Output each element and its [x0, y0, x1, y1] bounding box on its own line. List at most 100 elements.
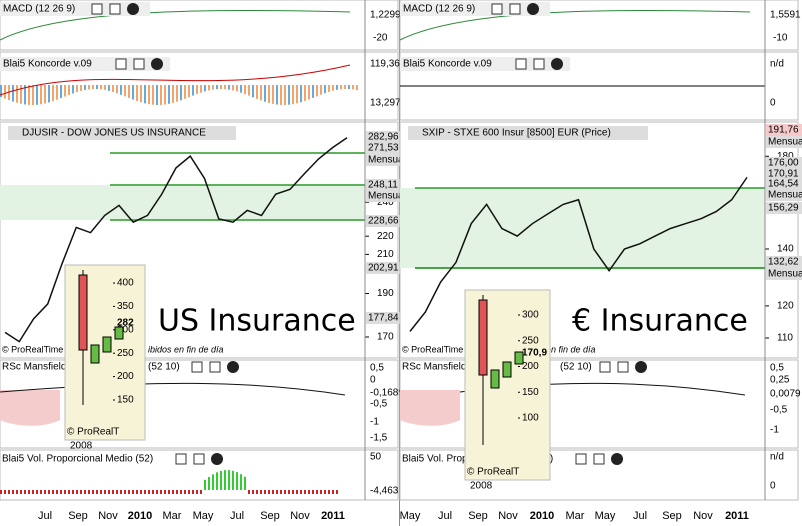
wrench-icon[interactable]: [191, 361, 203, 373]
wrench-icon[interactable]: [175, 453, 187, 465]
x-tick-label: 2010: [530, 510, 554, 522]
koncorde-bar: [136, 85, 138, 101]
candle: [78, 274, 88, 351]
x-tick-label: Jul: [633, 510, 647, 522]
volume-bar: [36, 490, 38, 494]
koncorde-bar: [108, 85, 110, 91]
axis-tick: 50: [370, 452, 382, 463]
koncorde-bar: [236, 85, 238, 92]
koncorde-bar: [152, 85, 154, 105]
x-tick-label: Nov: [498, 510, 518, 522]
volume-bar: [152, 490, 154, 494]
volume-bar: [228, 470, 230, 490]
window-icon[interactable]: [617, 361, 629, 373]
x-tick-label: 2010: [128, 510, 152, 522]
volume-bar: [252, 490, 254, 494]
close-icon[interactable]: [151, 58, 163, 70]
koncorde-bar: [76, 85, 78, 93]
y-tick-label: 240: [377, 197, 394, 208]
volume-bar: [232, 470, 234, 490]
volume-bar: [120, 490, 122, 494]
close-icon[interactable]: [611, 453, 623, 465]
x-tick-label: 2011: [725, 510, 749, 522]
volume-bar: [116, 490, 118, 494]
koncorde-bar: [204, 85, 206, 92]
window-icon[interactable]: [593, 453, 605, 465]
volume-bar: [100, 490, 102, 494]
close-icon[interactable]: [527, 3, 539, 15]
koncorde-bar: [188, 85, 190, 98]
axis-tick: -4,463: [370, 486, 399, 497]
volume-bar: [236, 472, 238, 490]
wrench-icon[interactable]: [491, 3, 503, 15]
volume-bar: [288, 490, 290, 494]
volume-bar: [108, 490, 110, 494]
price-label-box: [766, 268, 802, 280]
note: ibidos en fin de día: [148, 344, 224, 354]
x-tick-label: May: [400, 510, 421, 522]
volume-bar: [144, 490, 146, 494]
inset-year: 2008: [70, 441, 93, 452]
x-tick-label: May: [193, 510, 214, 522]
wrench-icon[interactable]: [575, 453, 587, 465]
koncorde-bar: [100, 85, 102, 90]
close-icon[interactable]: [211, 453, 223, 465]
close-icon[interactable]: [551, 58, 563, 70]
window-icon[interactable]: [133, 58, 145, 70]
close-icon[interactable]: [227, 361, 239, 373]
main-title: DJUSIR - DOW JONES US INSURANCE: [22, 128, 206, 139]
panel-title: Blai5 Vol. Proporcional Medio (52): [2, 454, 153, 465]
volume-bar: [188, 490, 190, 494]
price-label-box: [366, 142, 402, 154]
koncorde-bar: [336, 85, 338, 90]
koncorde-bar: [332, 85, 334, 91]
koncorde-bar: [312, 85, 314, 98]
koncorde-bar: [120, 85, 122, 95]
panel-header: [0, 57, 170, 71]
koncorde-bar: [4, 85, 6, 99]
koncorde-bar: [328, 85, 330, 92]
axis-tick: 0: [370, 375, 376, 386]
volume-bar: [220, 470, 222, 490]
volume-bar: [284, 490, 286, 494]
rsc-line: [0, 382, 346, 396]
inset-tick: 350: [117, 301, 134, 312]
volume-bar: [132, 490, 134, 494]
candle: [502, 361, 512, 378]
panel-params: (52 10): [148, 362, 180, 373]
axis-tick: -1: [370, 417, 379, 428]
volume-bar: [300, 490, 302, 494]
price-label: Mensua: [768, 190, 802, 201]
price-label-box: [366, 312, 402, 324]
close-icon[interactable]: [127, 3, 139, 15]
wrench-icon[interactable]: [515, 58, 527, 70]
koncorde-bar: [92, 85, 94, 90]
koncorde-bar: [300, 85, 302, 103]
wrench-icon[interactable]: [91, 3, 103, 15]
koncorde-bar: [128, 85, 130, 98]
window-icon[interactable]: [509, 3, 521, 15]
window-icon[interactable]: [193, 453, 205, 465]
wrench-icon[interactable]: [115, 58, 127, 70]
koncorde-bar: [296, 85, 298, 104]
wrench-icon[interactable]: [599, 361, 611, 373]
x-tick-label: Nov: [693, 510, 713, 522]
volume-bar: [24, 490, 26, 494]
x-tick-label: Sep: [468, 510, 488, 522]
window-icon[interactable]: [209, 361, 221, 373]
price-label: 228,66: [368, 216, 399, 227]
axis-tick: 0,5: [770, 363, 784, 374]
koncorde-bar: [72, 85, 74, 94]
koncorde-bar: [284, 85, 286, 105]
koncorde-bar: [344, 85, 346, 90]
window-icon[interactable]: [109, 3, 121, 15]
volume-bar: [16, 490, 18, 494]
volume-bar: [72, 490, 74, 494]
price-label-box: [766, 157, 802, 169]
koncorde-value: n/d: [770, 59, 784, 70]
panel-header: [408, 126, 648, 140]
window-icon[interactable]: [533, 58, 545, 70]
close-icon[interactable]: [635, 361, 647, 373]
main-title: SXIP - STXE 600 Insur [8500] EUR (Price): [422, 128, 611, 139]
